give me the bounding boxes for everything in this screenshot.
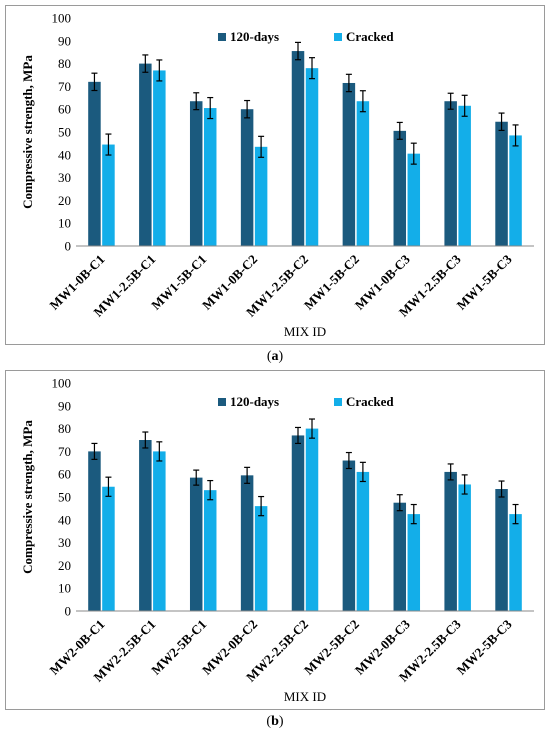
x-axis-label: MIX ID bbox=[284, 689, 326, 704]
bar-120-days bbox=[88, 451, 101, 611]
legend-swatch-cracked bbox=[334, 33, 342, 41]
y-tick-label: 20 bbox=[58, 193, 71, 208]
bar-cracked bbox=[356, 101, 370, 246]
bar-120-days bbox=[189, 101, 203, 246]
bar-120-days bbox=[393, 130, 407, 246]
y-tick-label: 10 bbox=[58, 581, 71, 596]
legend-label-cracked: Cracked bbox=[346, 29, 394, 44]
bar-cracked bbox=[153, 70, 166, 246]
bar-chart-b: 0 10 20 30 40 50 60 70 80 90 100 Compressive streng… bbox=[20, 376, 534, 704]
caption-b-open: ( bbox=[266, 714, 272, 729]
y-tick-label: 90 bbox=[58, 33, 71, 48]
x-axis-label: MIX ID bbox=[284, 324, 326, 339]
bar-cracked bbox=[356, 471, 370, 611]
legend-swatch-120-days bbox=[218, 33, 226, 41]
y-tick-label: 40 bbox=[58, 147, 71, 162]
bar-cracked bbox=[509, 135, 522, 246]
bar-120-days bbox=[240, 475, 254, 611]
bar-cracked bbox=[102, 144, 115, 246]
legend-label-cracked: Cracked bbox=[346, 394, 394, 409]
bar-cracked bbox=[407, 153, 421, 246]
y-tick-label: 30 bbox=[58, 170, 71, 185]
caption-a-open: ( bbox=[266, 349, 272, 364]
bar-120-days bbox=[342, 460, 356, 611]
y-tick-label: 30 bbox=[58, 535, 71, 550]
caption-b-letter: b bbox=[271, 714, 279, 729]
y-tick-label: 70 bbox=[58, 79, 71, 94]
chart-panel-a: 0 10 20 30 40 50 60 70 80 90 100 Compressive streng… bbox=[5, 5, 545, 345]
bar-cracked bbox=[407, 514, 421, 611]
caption-b: (b) bbox=[0, 714, 550, 730]
chart-panel-b: 0 10 20 30 40 50 60 70 80 90 100 Compressive streng… bbox=[5, 370, 545, 710]
y-tick-label: 0 bbox=[65, 239, 72, 254]
legend-swatch-cracked bbox=[334, 398, 342, 406]
legend-swatch-120-days bbox=[218, 398, 226, 406]
bar-120-days bbox=[139, 440, 152, 611]
bar-cracked bbox=[305, 428, 319, 611]
bar-cracked bbox=[458, 105, 471, 246]
y-tick-label: 90 bbox=[58, 398, 71, 413]
y-tick-label: 40 bbox=[58, 512, 71, 527]
bar-cracked bbox=[254, 146, 268, 246]
bar-120-days bbox=[444, 101, 457, 246]
bar-120-days bbox=[342, 82, 356, 246]
bar-120-days bbox=[393, 502, 407, 611]
bar-chart-a: 0 10 20 30 40 50 60 70 80 90 100 Compressive streng… bbox=[20, 11, 534, 339]
y-tick-label: 60 bbox=[58, 467, 71, 482]
bar-cracked bbox=[203, 490, 217, 611]
y-tick-label: 100 bbox=[52, 376, 72, 391]
y-axis-label: Compressive strength, MPa bbox=[20, 420, 35, 574]
y-tick-label: 100 bbox=[52, 11, 72, 26]
bar-cracked bbox=[102, 486, 115, 611]
bar-120-days bbox=[240, 109, 254, 246]
y-tick-label: 50 bbox=[58, 490, 71, 505]
bar-120-days bbox=[291, 51, 305, 247]
caption-b-close: ) bbox=[278, 714, 284, 729]
legend-label-120-days: 120-days bbox=[230, 29, 279, 44]
caption-a-letter: a bbox=[271, 349, 279, 364]
y-tick-label: 20 bbox=[58, 558, 71, 573]
x-tick-label: MW1-5B-C3 bbox=[454, 251, 516, 313]
y-tick-label: 50 bbox=[58, 125, 71, 140]
bar-120-days bbox=[88, 81, 101, 246]
y-tick-label: 0 bbox=[65, 604, 72, 619]
legend-label-120-days: 120-days bbox=[230, 394, 279, 409]
bar-120-days bbox=[189, 477, 203, 611]
bar-cracked bbox=[153, 451, 166, 611]
bar-120-days bbox=[291, 435, 305, 611]
y-axis-label: Compressive strength, MPa bbox=[20, 55, 35, 209]
y-tick-label: 80 bbox=[58, 56, 71, 71]
bar-120-days bbox=[495, 489, 508, 611]
x-tick-label: MW2-5B-C3 bbox=[454, 616, 516, 678]
y-tick-label: 70 bbox=[58, 444, 71, 459]
y-tick-label: 60 bbox=[58, 102, 71, 117]
bar-120-days bbox=[495, 121, 508, 246]
y-tick-label: 80 bbox=[58, 421, 71, 436]
caption-a-close: ) bbox=[278, 349, 284, 364]
bar-120-days bbox=[444, 471, 457, 611]
bar-cracked bbox=[509, 514, 522, 611]
bar-cracked bbox=[305, 68, 319, 246]
y-tick-label: 10 bbox=[58, 216, 71, 231]
bar-cracked bbox=[254, 506, 268, 611]
bar-cracked bbox=[203, 108, 217, 246]
caption-a: (a) bbox=[0, 349, 550, 365]
bar-120-days bbox=[139, 63, 152, 246]
bar-cracked bbox=[458, 484, 471, 611]
